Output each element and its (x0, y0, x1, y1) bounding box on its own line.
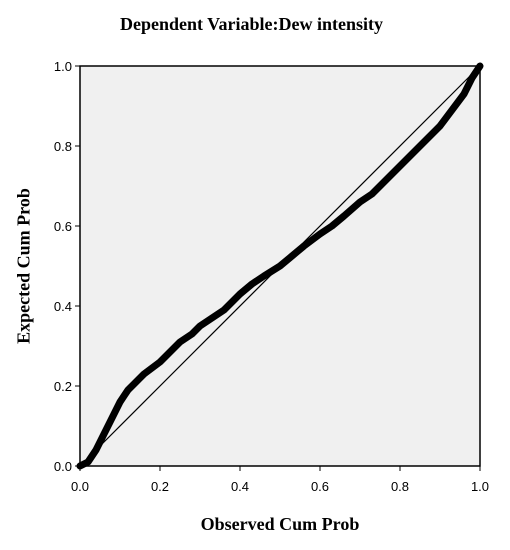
x-tick-label: 0.6 (311, 479, 329, 494)
x-axis-label: Observed Cum Prob (200, 514, 360, 534)
x-tick-label: 0.0 (71, 479, 89, 494)
x-tick-label: 1.0 (471, 479, 489, 494)
x-tick-label: 0.2 (151, 479, 169, 494)
plot-frame (79, 65, 481, 467)
cumulative-probability-line (76, 62, 484, 470)
y-tick-label: 0.4 (54, 299, 72, 314)
x-tick-label: 0.4 (231, 479, 249, 494)
y-tick-label: 1.0 (54, 59, 72, 74)
y-tick-label: 0.8 (54, 139, 72, 154)
y-tick-label: 0.2 (54, 379, 72, 394)
x-tick-label: 0.8 (391, 479, 409, 494)
y-tick-label: 0.0 (54, 459, 72, 474)
chart-title: Dependent Variable:Dew intensity (120, 14, 384, 34)
y-tick-label: 0.6 (54, 219, 72, 234)
